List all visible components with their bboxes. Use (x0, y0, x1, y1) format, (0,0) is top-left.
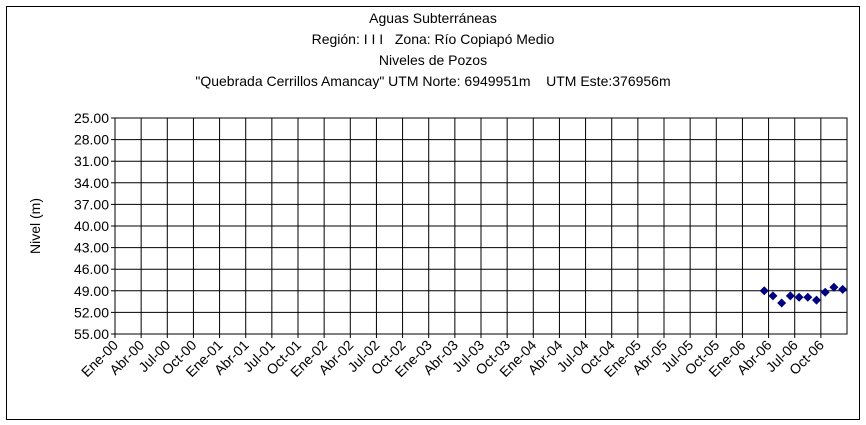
y-tick-label: 52.00 (74, 304, 109, 320)
marker (820, 287, 830, 297)
y-tick-label: 40.00 (74, 218, 109, 234)
y-tick-label: 55.00 (74, 326, 109, 342)
marker (838, 284, 848, 294)
y-tick-label: 25.00 (74, 110, 109, 126)
chart-subtitle: Niveles de Pozos (379, 52, 487, 68)
y-tick-label: 31.00 (74, 153, 109, 169)
chart-title: Aguas Subterráneas (369, 10, 497, 26)
chart-subtitle: Región: I I I Zona: Río Copiapó Medio (312, 31, 555, 47)
marker (812, 295, 821, 305)
marker (777, 298, 787, 308)
marker (803, 292, 813, 302)
marker (794, 292, 804, 302)
marker (829, 282, 839, 292)
marker (785, 291, 795, 301)
y-tick-label: 37.00 (74, 196, 109, 212)
marker (759, 286, 769, 296)
y-tick-label: 49.00 (74, 283, 109, 299)
marker (768, 291, 778, 301)
chart-subtitle: "Quebrada Cerrillos Amancay" UTM Norte: … (195, 73, 670, 89)
y-tick-label: 34.00 (74, 175, 109, 191)
y-tick-label: 28.00 (74, 132, 109, 148)
y-tick-label: 43.00 (74, 240, 109, 256)
y-axis-label: Nivel (m) (27, 198, 43, 254)
y-tick-label: 46.00 (74, 261, 109, 277)
